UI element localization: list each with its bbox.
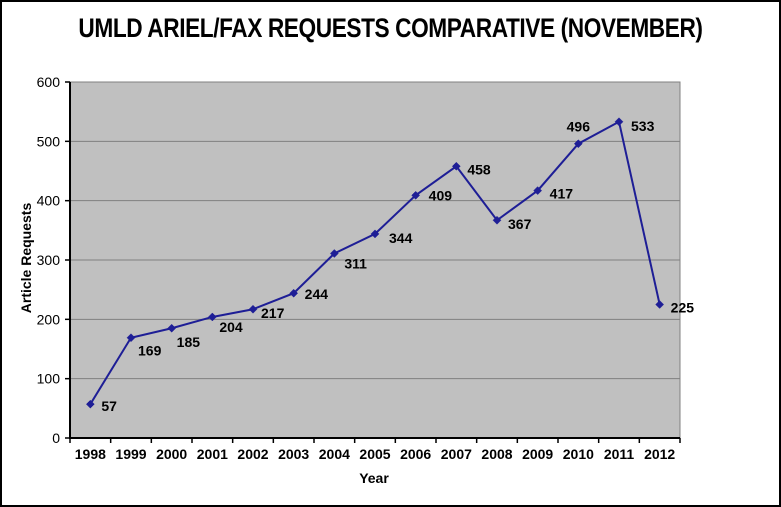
y-axis-tick-label: 200 [37,311,61,327]
data-point-marker [492,215,502,225]
data-point-label: 311 [344,255,367,271]
y-axis-tick-label: 100 [37,371,61,387]
data-point-label: 367 [508,216,532,232]
x-axis-tick-label: 2004 [319,446,350,462]
x-axis-tick-label: 2009 [522,446,553,462]
data-point-marker [248,304,258,314]
data-point-marker [451,161,461,171]
data-point-marker [126,333,136,343]
data-point-label: 185 [177,334,201,350]
x-axis-tick-label: 2007 [441,446,472,462]
data-point-label: 417 [550,186,574,202]
data-point-label: 204 [219,319,243,335]
data-point-marker [655,300,665,309]
data-point-marker [329,249,339,258]
data-point-marker [370,229,380,239]
data-point-marker [85,399,95,409]
x-axis-tick-label: 2003 [278,446,309,462]
y-axis-tick-label: 400 [37,193,61,209]
data-point-label: 57 [101,398,117,414]
data-point-marker [289,288,299,298]
data-point-marker [614,117,624,127]
data-point-marker [533,186,543,195]
data-point-label: 533 [631,118,655,134]
x-axis-tick-label: 2006 [400,446,431,462]
y-axis-title: Article Requests [18,202,34,314]
x-axis-tick-label: 1999 [115,446,146,462]
chart-title: UMLD ARIEL/FAX REQUESTS COMPARATIVE (NOV… [78,13,703,43]
data-point-marker [167,323,177,333]
x-axis-tick-label: 2001 [197,446,228,462]
data-point-marker [573,139,583,149]
y-axis-tick-label: 300 [37,252,61,268]
data-point-label: 169 [138,343,162,359]
y-axis-tick-label: 600 [37,74,61,90]
data-point-label: 244 [305,286,329,302]
data-point-marker [207,312,217,322]
x-axis-tick-label: 2012 [644,446,675,462]
x-axis-tick-label: 2011 [604,446,635,462]
data-point-label: 344 [389,230,413,246]
data-point-label: 217 [261,305,285,321]
x-axis-title: Year [359,470,389,486]
x-axis-tick-label: 2008 [481,446,512,462]
x-axis-tick-label: 2002 [237,446,268,462]
x-axis-tick-label: 2010 [563,446,594,462]
data-point-marker [411,190,421,200]
y-axis-tick-label: 0 [52,430,60,446]
data-point-label: 225 [671,300,695,316]
y-axis-tick-label: 500 [37,133,61,149]
data-point-label: 458 [467,161,491,177]
data-point-label: 496 [567,119,591,135]
x-axis-tick-label: 2000 [156,446,187,462]
data-point-label: 409 [429,187,453,203]
x-axis-tick-label: 1998 [75,446,106,462]
x-axis-tick-label: 2005 [359,446,390,462]
